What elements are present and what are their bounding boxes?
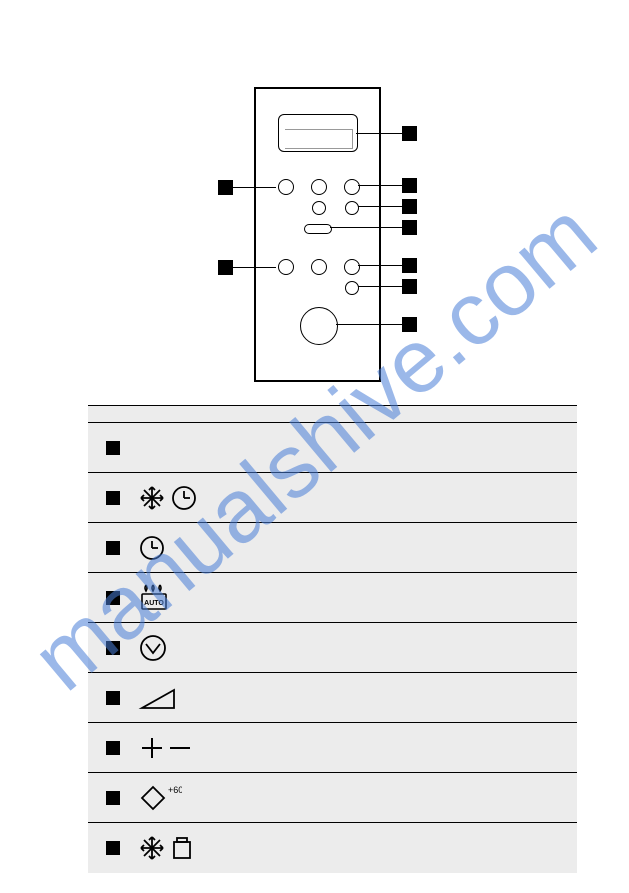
leader-r5: [358, 265, 402, 266]
table-row: [88, 423, 577, 473]
table-row: [88, 723, 577, 773]
row-marker-icon: [106, 641, 120, 655]
table-row: AUTO: [88, 573, 577, 623]
svg-text:+60: +60: [168, 785, 182, 795]
diamond-60-icon: +60: [138, 783, 182, 813]
row-marker-icon: [106, 841, 120, 855]
button-r1b-c3: [345, 201, 359, 215]
auto-dry-icon: AUTO: [138, 583, 172, 613]
clock-icon: [138, 534, 166, 562]
row-marker-icon: [106, 441, 120, 455]
row-marker-icon: [106, 491, 120, 505]
main-knob: [300, 307, 338, 345]
table-row: [88, 473, 577, 523]
legend-table: AUTO: [88, 405, 577, 873]
row-icons-6: [138, 684, 178, 712]
right-marker-1: [402, 126, 417, 141]
button-r2-c3: [344, 259, 360, 275]
button-r1-c3: [344, 179, 360, 195]
row-marker-icon: [106, 591, 120, 605]
leader-r7: [336, 324, 402, 325]
leader-r6: [358, 286, 402, 287]
jar-icon: [170, 834, 194, 862]
leader-r4: [330, 227, 402, 228]
leader-r3: [358, 206, 402, 207]
table-row: [88, 823, 577, 873]
right-marker-2: [402, 178, 417, 193]
button-r1b-c2: [312, 201, 326, 215]
panel-outline: [254, 87, 381, 382]
row-marker-icon: [106, 541, 120, 555]
row-marker-icon: [106, 691, 120, 705]
display-inner: [285, 129, 353, 149]
right-marker-3: [402, 199, 417, 214]
row-marker-icon: [106, 741, 120, 755]
leader-r1: [356, 133, 402, 134]
control-panel-diagram: [0, 87, 629, 387]
svg-text:AUTO: AUTO: [144, 600, 164, 607]
leader-l2: [233, 267, 276, 268]
left-marker-2: [218, 260, 233, 275]
row-icons-5: [138, 633, 168, 663]
leader-r2: [358, 185, 402, 186]
clock-icon: [170, 484, 198, 512]
row-icons-2: [138, 484, 198, 512]
snowflake-icon: [138, 484, 166, 512]
button-r1-c1: [278, 179, 294, 195]
right-marker-4: [402, 220, 417, 235]
indicator-oval: [304, 224, 332, 234]
button-r1-c2: [311, 179, 327, 195]
table-row: [88, 623, 577, 673]
down-circle-icon: [138, 633, 168, 663]
display-screen: [278, 114, 358, 152]
left-marker-1: [218, 180, 233, 195]
right-marker-6: [402, 279, 417, 294]
row-icons-4: AUTO: [138, 583, 172, 613]
right-marker-7: [402, 317, 417, 332]
right-marker-5: [402, 258, 417, 273]
button-r2b-c3: [345, 281, 359, 295]
plus-minus-icon: [138, 734, 194, 762]
snowflake-icon: [138, 834, 166, 862]
row-icons-9: [138, 834, 194, 862]
table-header: [88, 405, 577, 423]
table-row: +60: [88, 773, 577, 823]
table-row: [88, 523, 577, 573]
row-icons-7: [138, 734, 194, 762]
triangle-icon: [138, 684, 178, 712]
leader-l1: [233, 187, 276, 188]
table-row: [88, 673, 577, 723]
row-marker-icon: [106, 791, 120, 805]
row-icons-8: +60: [138, 783, 182, 813]
row-icons-3: [138, 534, 166, 562]
button-r2-c1: [278, 259, 294, 275]
button-r2-c2: [311, 259, 327, 275]
